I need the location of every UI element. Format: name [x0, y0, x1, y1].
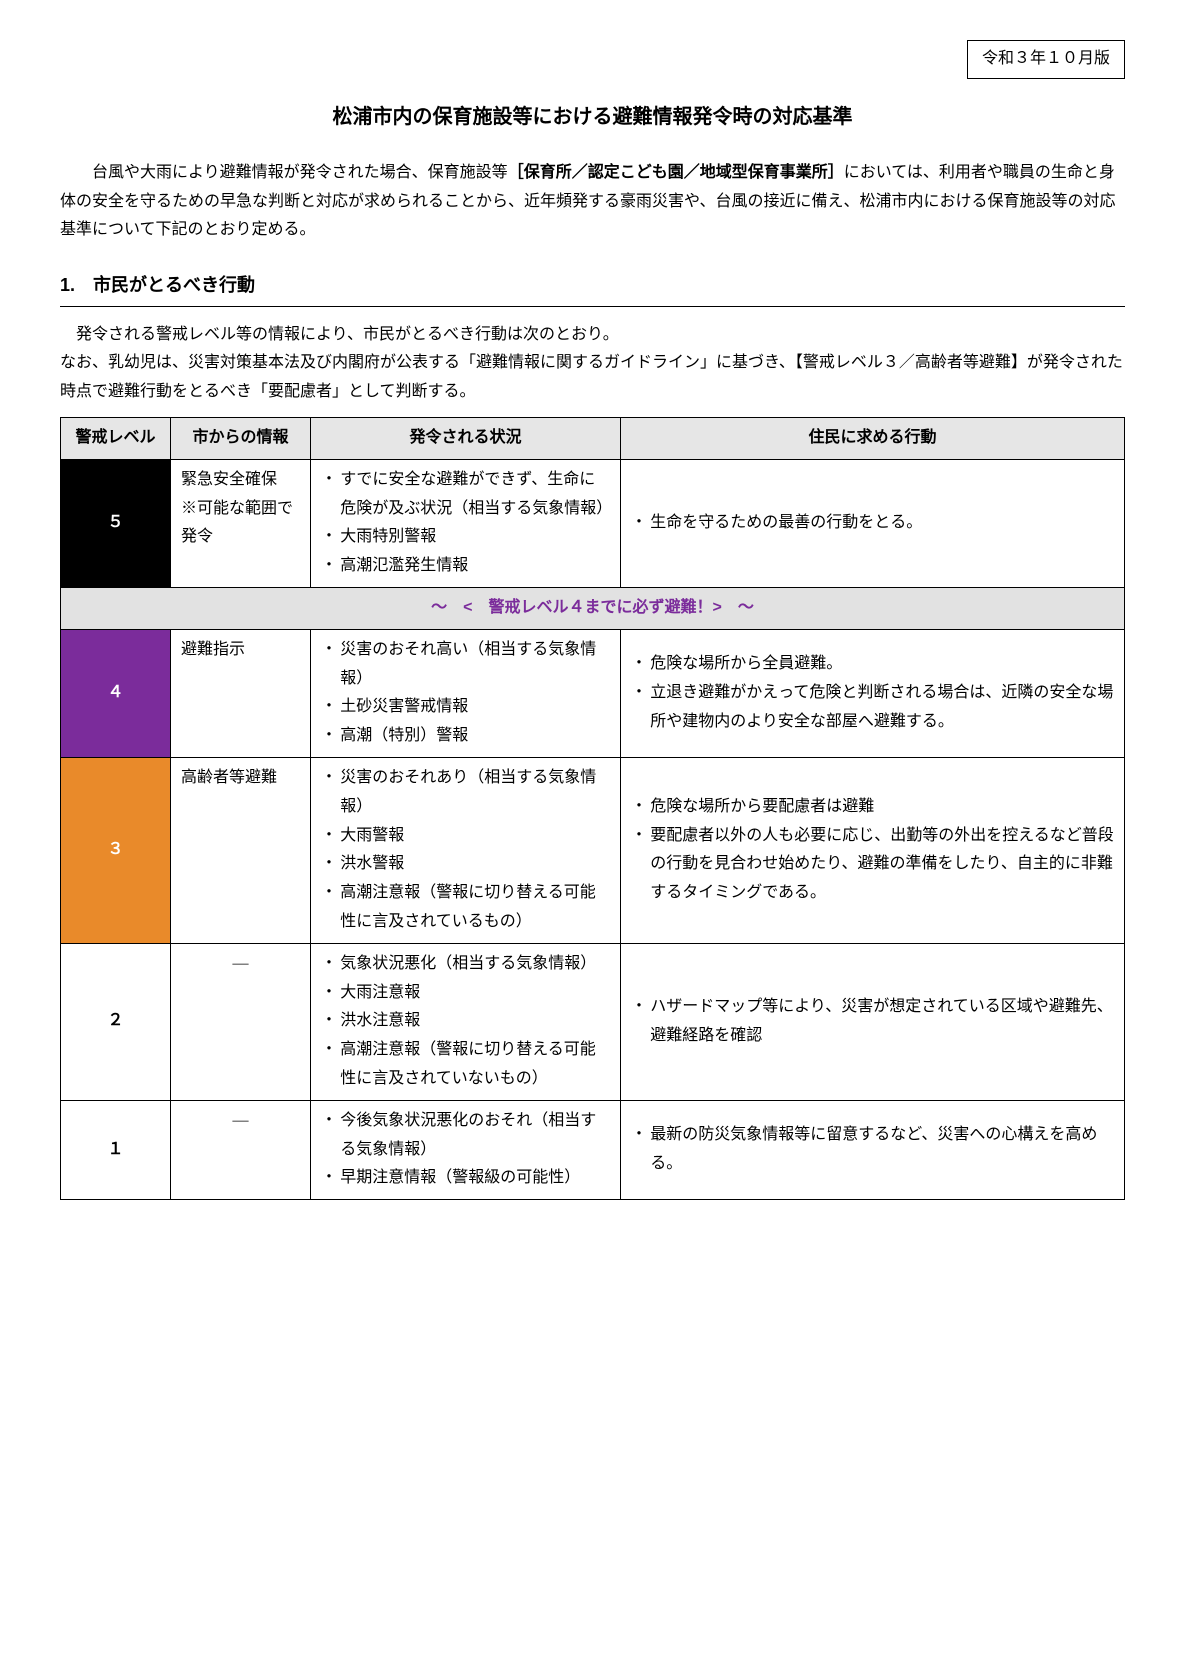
list-item: 高潮注意報（警報に切り替える可能性に言及されているもの）: [321, 879, 610, 937]
cond-cell-5: すでに安全な避難ができず、生命に危険が及ぶ状況（相当する気象情報）大雨特別警報高…: [311, 459, 621, 587]
section1-body: 発令される警戒レベル等の情報により、市民がとるべき行動は次のとおり。 なお、乳幼…: [60, 321, 1125, 407]
list-item: 大雨警報: [321, 822, 610, 851]
action-cell-2: ハザードマップ等により、災害が想定されている区域や避難先、避難経路を確認: [621, 943, 1125, 1100]
list-item: 最新の防災気象情報等に留意するなど、災害への心構えを高める。: [631, 1121, 1114, 1179]
list-item: 立退き避難がかえって危険と判断される場合は、近隣の安全な場所や建物内のより安全な…: [631, 679, 1114, 737]
info-cell-5: 緊急安全確保※可能な範囲で発令: [171, 459, 311, 587]
table-row-lv4: ４ 避難指示 災害のおそれ高い（相当する気象情報）土砂災害警戒情報高潮（特別）警…: [61, 629, 1125, 757]
cond-cell-4: 災害のおそれ高い（相当する気象情報）土砂災害警戒情報高潮（特別）警報: [311, 629, 621, 757]
list-item: 危険な場所から要配慮者は避難: [631, 793, 1114, 822]
cond-cell-1: 今後気象状況悪化のおそれ（相当する気象情報）早期注意情報（警報級の可能性）: [311, 1100, 621, 1199]
cond-cell-2: 気象状況悪化（相当する気象情報）大雨注意報洪水注意報高潮注意報（警報に切り替える…: [311, 943, 621, 1100]
list-item: 危険な場所から全員避難。: [631, 650, 1114, 679]
cond-cell-3: 災害のおそれあり（相当する気象情報）大雨警報洪水警報高潮注意報（警報に切り替える…: [311, 757, 621, 943]
list-item: ハザードマップ等により、災害が想定されている区域や避難先、避難経路を確認: [631, 993, 1114, 1051]
table-row-lv2: ２ ― 気象状況悪化（相当する気象情報）大雨注意報洪水注意報高潮注意報（警報に切…: [61, 943, 1125, 1100]
version-label: 令和３年１０月版: [982, 50, 1110, 67]
info-cell-3: 高齢者等避難: [171, 757, 311, 943]
action-cell-4: 危険な場所から全員避難。立退き避難がかえって危険と判断される場合は、近隣の安全な…: [621, 629, 1125, 757]
action-cell-5: 生命を守るための最善の行動をとる。: [621, 459, 1125, 587]
action-cell-1: 最新の防災気象情報等に留意するなど、災害への心構えを高める。: [621, 1100, 1125, 1199]
section1-heading: 1. 市民がとるべき行動: [60, 269, 1125, 306]
info-cell-4: 避難指示: [171, 629, 311, 757]
list-item: 今後気象状況悪化のおそれ（相当する気象情報）: [321, 1107, 610, 1165]
section1-p1: 発令される警戒レベル等の情報により、市民がとるべき行動は次のとおり。: [60, 321, 1125, 350]
action-cell-3: 危険な場所から要配慮者は避難要配慮者以外の人も必要に応じ、出勤等の外出を控えるな…: [621, 757, 1125, 943]
version-box: 令和３年１０月版: [967, 40, 1125, 79]
list-item: 災害のおそれあり（相当する気象情報）: [321, 764, 610, 822]
list-item: すでに安全な避難ができず、生命に危険が及ぶ状況（相当する気象情報）: [321, 466, 610, 524]
list-item: 洪水警報: [321, 850, 610, 879]
list-item: 災害のおそれ高い（相当する気象情報）: [321, 636, 610, 694]
list-item: 早期注意情報（警報級の可能性）: [321, 1164, 610, 1193]
level-cell-3: ３: [61, 757, 171, 943]
level-cell-2: ２: [61, 943, 171, 1100]
alert-level-table: 警戒レベル 市からの情報 発令される状況 住民に求める行動 ５ 緊急安全確保※可…: [60, 417, 1125, 1200]
list-item: 高潮（特別）警報: [321, 722, 610, 751]
th-info: 市からの情報: [171, 417, 311, 459]
table-row-lv3: ３ 高齢者等避難 災害のおそれあり（相当する気象情報）大雨警報洪水警報高潮注意報…: [61, 757, 1125, 943]
list-item: 大雨特別警報: [321, 523, 610, 552]
banner-cell: ～ < 警戒レベル４までに必ず避難！> ～: [61, 587, 1125, 629]
list-item: 気象状況悪化（相当する気象情報）: [321, 950, 610, 979]
page-title: 松浦市内の保育施設等における避難情報発令時の対応基準: [60, 99, 1125, 135]
th-condition: 発令される状況: [311, 417, 621, 459]
intro-paragraph: 台風や大雨により避難情報が発令された場合、保育施設等［保育所／認定こども園／地域…: [60, 159, 1125, 245]
list-item: 洪水注意報: [321, 1007, 610, 1036]
section1-p2: なお、乳幼児は、災害対策基本法及び内閣府が公表する「避難情報に関するガイドライン…: [60, 349, 1125, 407]
list-item: 要配慮者以外の人も必要に応じ、出勤等の外出を控えるなど普段の行動を見合わせ始めた…: [631, 822, 1114, 908]
level-cell-4: ４: [61, 629, 171, 757]
list-item: 生命を守るための最善の行動をとる。: [631, 509, 1114, 538]
info-cell-2: ―: [171, 943, 311, 1100]
banner-row: ～ < 警戒レベル４までに必ず避難！> ～: [61, 587, 1125, 629]
level-cell-1: １: [61, 1100, 171, 1199]
th-level: 警戒レベル: [61, 417, 171, 459]
th-action: 住民に求める行動: [621, 417, 1125, 459]
table-header-row: 警戒レベル 市からの情報 発令される状況 住民に求める行動: [61, 417, 1125, 459]
level-cell-5: ５: [61, 459, 171, 587]
table-row-lv1: １ ― 今後気象状況悪化のおそれ（相当する気象情報）早期注意情報（警報級の可能性…: [61, 1100, 1125, 1199]
list-item: 高潮氾濫発生情報: [321, 552, 610, 581]
intro-pre: 台風や大雨により避難情報が発令された場合、保育施設等: [76, 164, 508, 181]
list-item: 土砂災害警戒情報: [321, 693, 610, 722]
info-cell-1: ―: [171, 1100, 311, 1199]
list-item: 高潮注意報（警報に切り替える可能性に言及されていないもの）: [321, 1036, 610, 1094]
intro-bold: ［保育所／認定こども園／地域型保育事業所］: [508, 164, 844, 181]
list-item: 大雨注意報: [321, 979, 610, 1008]
table-row-lv5: ５ 緊急安全確保※可能な範囲で発令 すでに安全な避難ができず、生命に危険が及ぶ状…: [61, 459, 1125, 587]
